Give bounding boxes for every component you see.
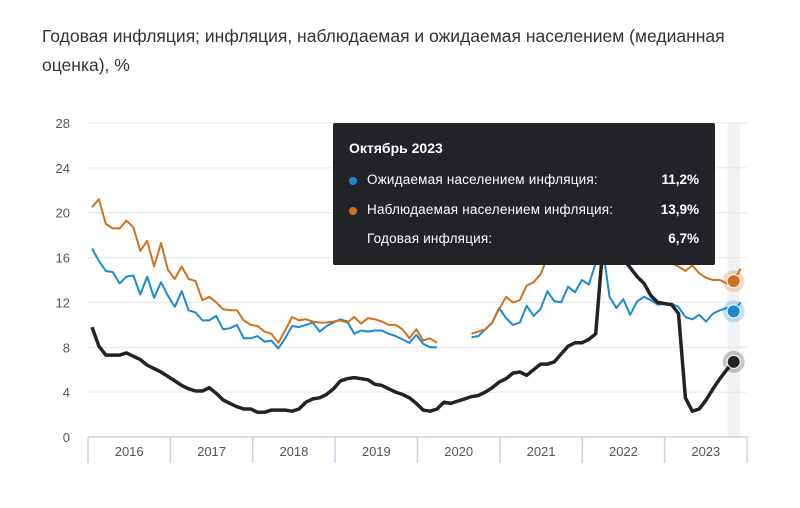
x-tick-label: 2017 (197, 444, 226, 459)
tooltip-label: Ожидаемая населением инфляция: (367, 172, 598, 187)
x-tick-label: 2022 (609, 444, 638, 459)
observed-dot-icon (349, 207, 357, 215)
x-tick-label: 2018 (279, 444, 308, 459)
y-tick-label: 28 (56, 116, 70, 131)
tooltip-label: Годовая инфляция: (367, 231, 493, 246)
tooltip-title: Октябрь 2023 (349, 140, 443, 156)
tooltip-value: 11,2% (661, 172, 699, 187)
chart-title: Годовая инфляция; инфляция, наблюдаемая … (42, 26, 725, 75)
tooltip-label: Наблюдаемая населением инфляция: (367, 202, 614, 217)
y-tick-label: 8 (63, 340, 70, 355)
y-tick-label: 4 (63, 385, 70, 400)
x-tick-label: 2021 (527, 444, 556, 459)
y-tick-label: 16 (56, 251, 70, 266)
x-tick-label: 2023 (691, 444, 720, 459)
chart-tooltip: Октябрь 2023 Ожидаемая населением инфляц… (333, 123, 715, 265)
y-tick-label: 24 (56, 161, 70, 176)
observed-marker (726, 274, 741, 289)
y-tick-label: 0 (63, 430, 70, 445)
tooltip-value: 13,9% (660, 202, 699, 217)
expected-dot-icon (349, 177, 357, 185)
x-tick-label: 2016 (115, 444, 144, 459)
tooltip-value: 6,7% (668, 231, 699, 246)
tooltip-row-observed: Наблюдаемая населением инфляция: 13,9% (349, 202, 699, 220)
y-tick-label: 20 (56, 206, 70, 221)
x-tick-label: 2019 (362, 444, 391, 459)
tooltip-row-expected: Ожидаемая населением инфляция: 11,2% (349, 172, 699, 190)
y-tick-label: 12 (56, 295, 70, 310)
expected-marker (726, 304, 741, 319)
expected-inflation-line (91, 245, 742, 350)
annual-marker (726, 354, 741, 369)
tooltip-row-annual: Годовая инфляция: 6,7% (349, 231, 699, 249)
x-tick-label: 2020 (444, 444, 473, 459)
